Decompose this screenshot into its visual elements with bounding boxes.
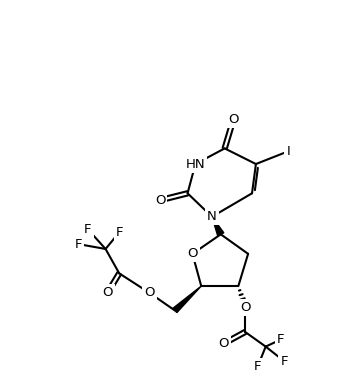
Text: O: O	[187, 247, 198, 260]
Text: N: N	[207, 210, 217, 223]
Text: HN: HN	[186, 157, 205, 170]
Text: F: F	[276, 333, 284, 346]
Text: O: O	[102, 286, 113, 299]
Text: F: F	[116, 226, 123, 239]
Text: I: I	[286, 145, 290, 158]
Text: F: F	[74, 238, 82, 251]
Text: F: F	[84, 223, 92, 236]
Text: F: F	[280, 355, 288, 368]
Text: O: O	[240, 301, 251, 314]
Polygon shape	[173, 286, 201, 312]
Text: O: O	[155, 194, 166, 206]
Polygon shape	[212, 217, 224, 236]
Text: O: O	[228, 113, 239, 126]
Text: O: O	[144, 286, 155, 299]
Text: F: F	[254, 360, 261, 372]
Text: O: O	[218, 337, 229, 350]
